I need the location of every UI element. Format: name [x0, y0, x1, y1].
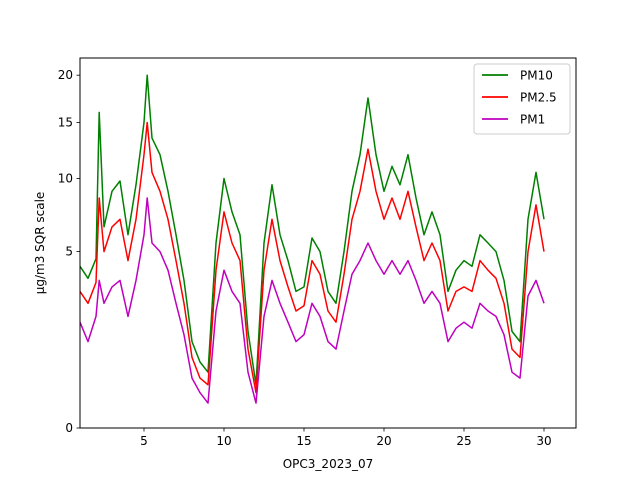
x-tick-label: 5 [140, 434, 148, 448]
x-tick-label: 20 [376, 434, 391, 448]
y-tick-label: 0 [65, 421, 73, 435]
axes-frame [79, 57, 577, 429]
legend-entries: PM10 PM2.5 PM1 [482, 69, 557, 127]
x-tick-label: 25 [456, 434, 471, 448]
legend-label: PM10 [520, 69, 553, 83]
legend-frame [473, 63, 571, 135]
x-tick-label: 30 [536, 434, 551, 448]
x-ticks: 5 10 15 20 25 30 [140, 428, 552, 448]
legend: PM10 PM2.5 PM1 [473, 63, 571, 135]
y-ticks: 0 5 10 15 20 [58, 68, 80, 435]
series-line-pm1 [79, 197, 545, 404]
x-axis-label: OPC3_2023_07 [283, 457, 374, 471]
x-tick-label: 15 [296, 434, 311, 448]
y-tick-label: 5 [65, 245, 73, 259]
y-tick-label: 10 [58, 172, 73, 186]
x-tick-label: 10 [216, 434, 231, 448]
y-tick-label: 20 [58, 68, 73, 82]
series-line-pm25 [79, 121, 545, 394]
legend-label: PM2.5 [520, 91, 557, 105]
y-tick-label: 15 [58, 115, 73, 129]
series-line-pm10 [79, 74, 545, 386]
y-axis-label: µg/m3 SQR scale [33, 192, 47, 295]
legend-label: PM1 [520, 113, 545, 127]
plot-lines [79, 74, 545, 404]
